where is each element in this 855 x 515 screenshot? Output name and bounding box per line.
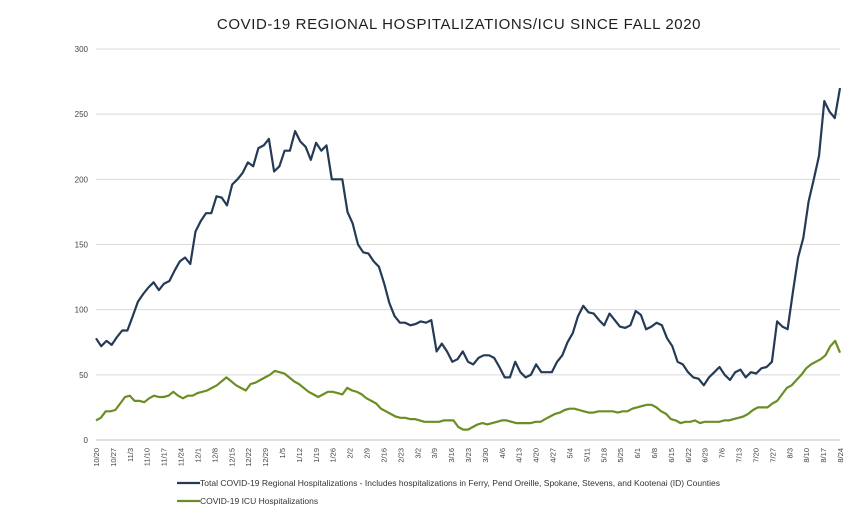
x-tick-label: 3/16: [447, 448, 456, 463]
x-tick-label: 6/29: [701, 448, 710, 463]
x-tick-label: 7/20: [751, 448, 760, 463]
x-tick-label: 3/9: [430, 448, 439, 458]
x-tick-label: 4/13: [515, 448, 524, 463]
x-tick-label: 6/22: [684, 448, 693, 463]
x-tick-label: 11/24: [177, 448, 186, 466]
x-tick-label: 3/2: [413, 448, 422, 458]
y-tick-label: 150: [75, 241, 89, 250]
x-tick-label: 1/26: [329, 448, 338, 463]
x-tick-label: 5/4: [565, 448, 574, 458]
legend-label: COVID-19 ICU Hospitalizations: [200, 496, 318, 506]
y-tick-label: 200: [75, 175, 89, 184]
x-tick-label: 11/17: [160, 448, 169, 466]
x-tick-label: 7/27: [768, 448, 777, 463]
x-tick-label: 11/3: [126, 448, 135, 462]
x-tick-label: 1/19: [312, 448, 321, 463]
x-tick-label: 12/8: [210, 448, 219, 463]
x-tick-label: 3/23: [464, 448, 473, 463]
x-tick-label: 6/15: [667, 448, 676, 463]
x-tick-label: 3/30: [481, 448, 490, 463]
x-tick-label: 7/6: [718, 448, 727, 458]
x-tick-label: 5/18: [599, 448, 608, 463]
x-tick-label: 8/10: [802, 448, 811, 463]
x-tick-label: 8/3: [785, 448, 794, 458]
x-tick-label: 12/1: [193, 448, 202, 463]
y-tick-label: 250: [75, 110, 89, 119]
chart-title: COVID-19 REGIONAL HOSPITALIZATIONS/ICU S…: [216, 16, 702, 33]
x-tick-label: 2/2: [346, 448, 355, 458]
x-tick-label: 2/16: [379, 448, 388, 463]
x-tick-label: 4/20: [532, 448, 541, 463]
x-tick-label: 4/6: [498, 448, 507, 458]
x-tick-label: 8/17: [819, 448, 828, 463]
x-tick-label: 5/25: [616, 448, 625, 463]
x-tick-label: 4/27: [549, 448, 558, 463]
x-tick-label: 11/10: [143, 448, 152, 466]
series-line-icu-hospitalizations: [95, 339, 842, 431]
y-tick-label: 100: [75, 306, 89, 315]
y-tick-label: 50: [79, 371, 88, 380]
x-tick-label: 2/23: [396, 448, 405, 463]
y-tick-label: 0: [84, 436, 89, 445]
x-tick-label: 8/24: [836, 448, 845, 463]
x-tick-label: 6/8: [650, 448, 659, 458]
x-tick-label: 5/11: [582, 448, 591, 462]
x-tick-label: 10/27: [109, 448, 118, 467]
x-tick-label: 1/12: [295, 448, 304, 463]
x-tick-label: 2/9: [363, 448, 372, 458]
series-line-total-hospitalizations: [95, 87, 842, 387]
legend-label: Total COVID-19 Regional Hospitalizations…: [200, 478, 720, 488]
y-tick-label: 300: [75, 45, 89, 54]
x-tick-label: 10/20: [92, 448, 101, 467]
x-tick-label: 12/22: [244, 448, 253, 467]
x-tick-label: 1/5: [278, 448, 287, 458]
x-tick-label: 12/15: [227, 448, 236, 467]
x-tick-label: 7/13: [735, 448, 744, 463]
x-tick-label: 12/29: [261, 448, 270, 467]
x-tick-label: 6/1: [633, 448, 642, 458]
